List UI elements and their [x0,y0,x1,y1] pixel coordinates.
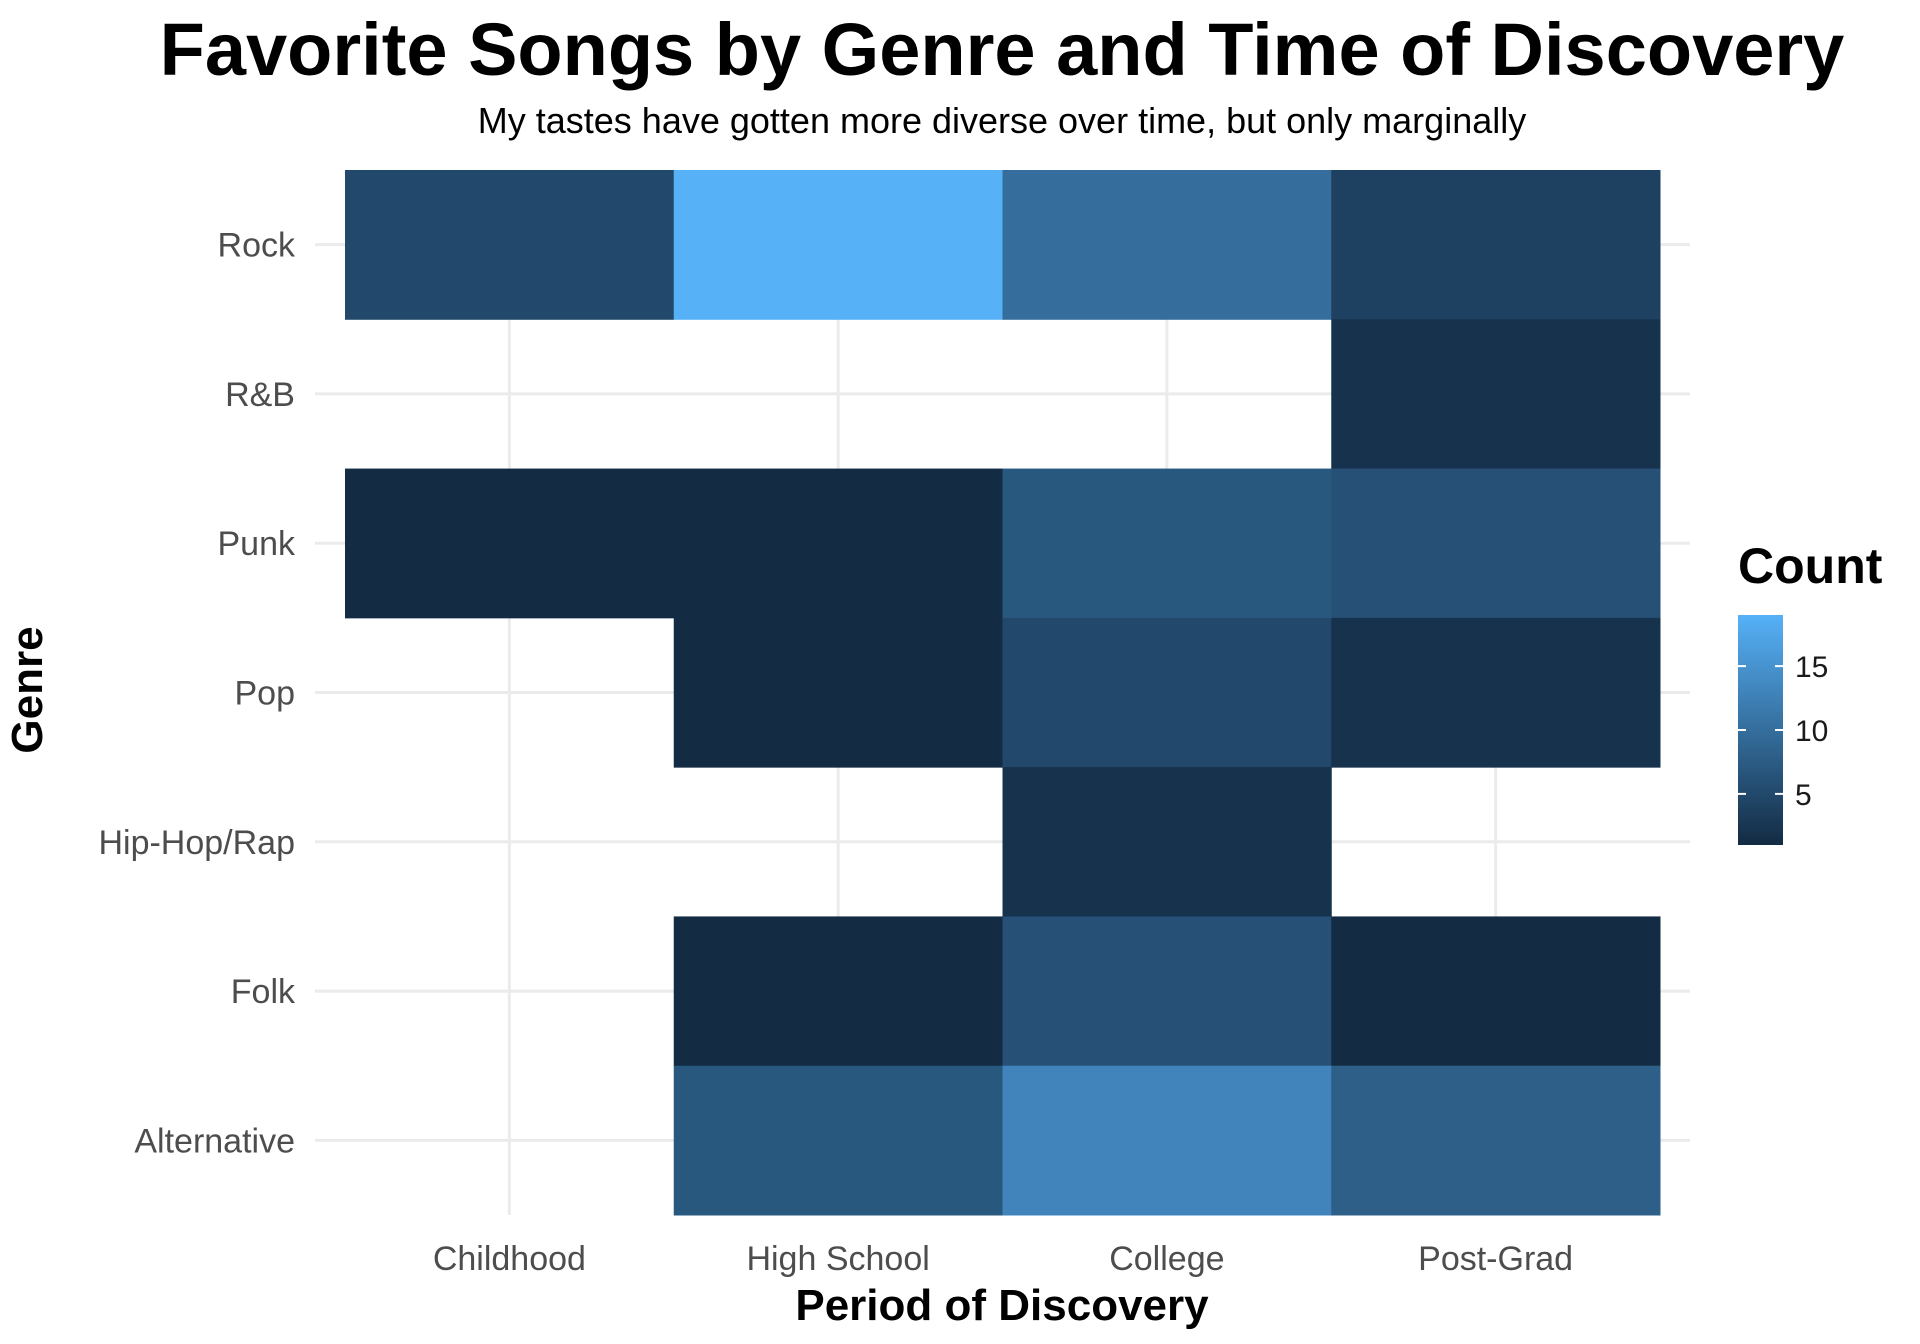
heatmap-cell [1331,468,1661,619]
x-tick-label: High School [746,1240,929,1278]
x-tick-label: Childhood [433,1240,586,1278]
legend-title: Count [1738,538,1883,594]
heatmap-cell [673,1065,1003,1216]
y-tick-label: Punk [218,525,296,563]
y-tick-label: Pop [235,675,296,713]
y-axis-ticks: Alternative Folk Hip-Hop/Rap Pop Punk R&B Rock [98,227,296,1161]
heatmap-cell [673,617,1003,768]
legend-ticks: 5 10 15 [1738,651,1828,812]
heatmap-cell [1002,170,1332,320]
y-tick-label: Alternative [134,1122,295,1160]
heatmap-cell [673,170,1003,320]
heatmap-cell [1002,1065,1332,1216]
chart-title: Favorite Songs by Genre and Time of Disc… [160,8,1845,91]
heatmap-cell [1002,916,1332,1067]
heatmap-cells [345,170,1661,1216]
chart-subtitle: My tastes have gotten more diverse over … [478,100,1526,141]
y-tick-label: Hip-Hop/Rap [98,824,295,862]
heatmap-cell [1002,617,1332,768]
heatmap-cell [673,468,1003,619]
heatmap-cell [1331,916,1661,1067]
heatmap-cell [1331,617,1661,768]
x-tick-label: Post-Grad [1418,1240,1573,1278]
y-tick-label: R&B [225,376,295,414]
heatmap-cell [1002,767,1332,917]
heatmap-cell [345,468,675,619]
heatmap-cell [1331,170,1661,320]
heatmap-cell [1002,468,1332,619]
x-axis-title: Period of Discovery [795,1281,1209,1330]
legend: Count 5 10 15 [1738,538,1883,845]
legend-tick-label: 10 [1795,715,1828,748]
y-tick-label: Folk [231,973,296,1011]
heatmap-cell [1331,1065,1661,1216]
heatmap-cell [345,170,675,320]
y-axis-title: Genre [3,626,52,753]
heatmap-cell [1331,319,1661,470]
heatmap-cell [673,916,1003,1067]
legend-tick-label: 15 [1795,651,1828,684]
legend-tick-label: 5 [1795,779,1812,812]
x-axis-ticks: Childhood High School College Post-Grad [433,1240,1573,1278]
x-tick-label: College [1109,1240,1224,1278]
y-tick-label: Rock [218,227,296,265]
